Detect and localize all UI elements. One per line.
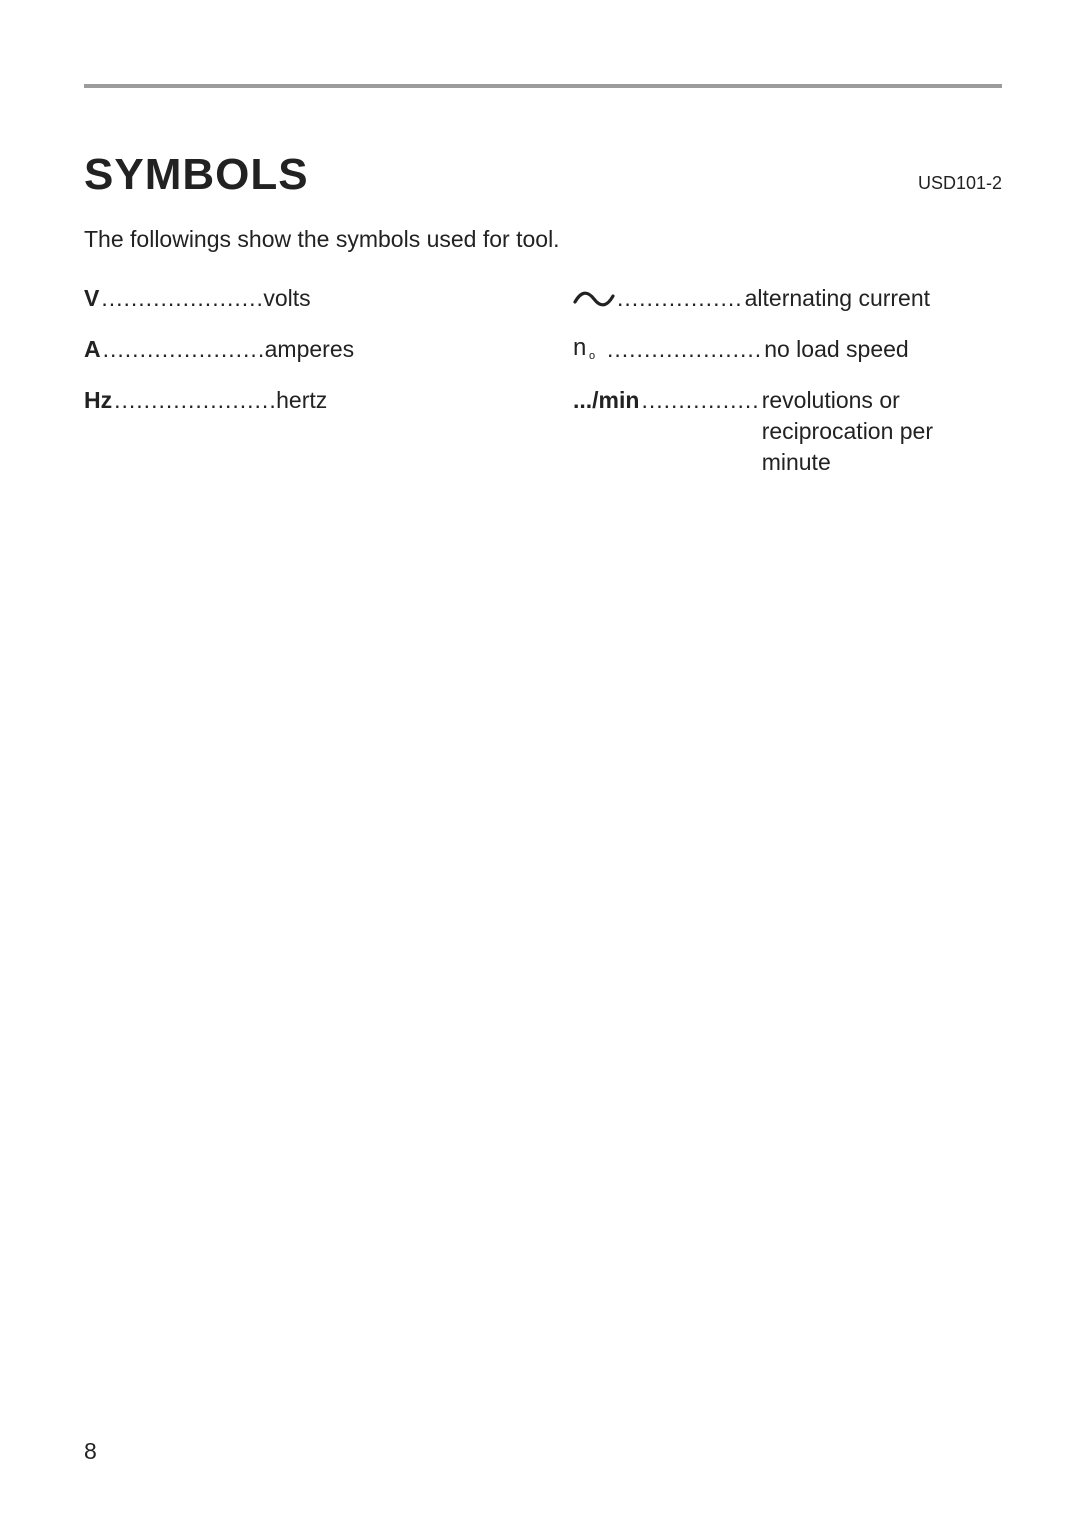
symbol-entry: V ........................ volts xyxy=(84,283,513,314)
intro-text: The followings show the symbols used for… xyxy=(84,226,1002,253)
title-row: SYMBOLS USD101-2 xyxy=(84,150,1002,200)
page: SYMBOLS USD101-2 The followings show the… xyxy=(0,0,1080,498)
symbol-entry: A ........................ amperes xyxy=(84,334,513,365)
page-number: 8 xyxy=(84,1438,97,1465)
no-load-speed-icon: n o xyxy=(573,334,605,365)
alternating-current-icon xyxy=(573,283,615,314)
symbol-definition: no load speed xyxy=(764,334,909,365)
leader-dots: ........................ xyxy=(99,283,263,314)
leader-dots: ........................ xyxy=(112,385,276,416)
leader-dots: ................. xyxy=(615,283,745,314)
left-column: V ........................ volts A .....… xyxy=(84,283,513,498)
svg-text:o: o xyxy=(589,350,595,361)
symbol-definition: hertz xyxy=(276,385,327,416)
top-rule xyxy=(84,84,1002,88)
symbol-label: V xyxy=(84,283,99,314)
symbol-entry: ................. alternating current xyxy=(573,283,1002,314)
symbol-entry: Hz ........................ hertz xyxy=(84,385,513,416)
leader-dots: ..................... xyxy=(605,334,764,365)
right-column: ................. alternating current n … xyxy=(573,283,1002,498)
symbol-label: .../min xyxy=(573,385,639,416)
leader-dots: ........................ xyxy=(101,334,265,365)
symbol-label: Hz xyxy=(84,385,112,416)
symbol-columns: V ........................ volts A .....… xyxy=(84,283,1002,498)
symbol-entry: .../min ................ revolutions or … xyxy=(573,385,1002,478)
page-title: SYMBOLS xyxy=(84,150,309,200)
leader-dots: ................ xyxy=(639,385,761,416)
document-code: USD101-2 xyxy=(918,173,1002,194)
symbol-label: A xyxy=(84,334,101,365)
symbol-definition: revolutions or reciprocation per minute xyxy=(762,385,1002,478)
symbol-definition: alternating current xyxy=(745,283,930,314)
symbol-definition: amperes xyxy=(265,334,354,365)
symbol-entry: n o ..................... no load speed xyxy=(573,334,1002,365)
symbol-definition: volts xyxy=(263,283,310,314)
svg-text:n: n xyxy=(573,335,586,361)
